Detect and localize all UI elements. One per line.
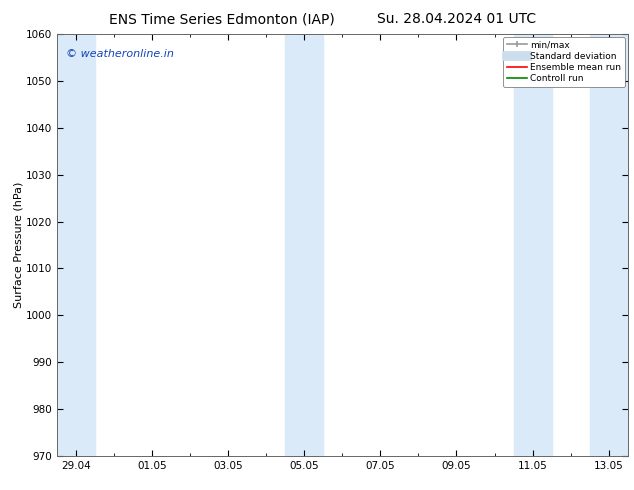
Bar: [514, 34, 552, 456]
Y-axis label: Surface Pressure (hPa): Surface Pressure (hPa): [13, 182, 23, 308]
Text: © weatheronline.in: © weatheronline.in: [66, 49, 174, 59]
Bar: [285, 34, 323, 456]
Legend: min/max, Standard deviation, Ensemble mean run, Controll run: min/max, Standard deviation, Ensemble me…: [503, 37, 625, 87]
Text: ENS Time Series Edmonton (IAP): ENS Time Series Edmonton (IAP): [109, 12, 335, 26]
Bar: [57, 34, 95, 456]
Bar: [590, 34, 628, 456]
Text: Su. 28.04.2024 01 UTC: Su. 28.04.2024 01 UTC: [377, 12, 536, 26]
